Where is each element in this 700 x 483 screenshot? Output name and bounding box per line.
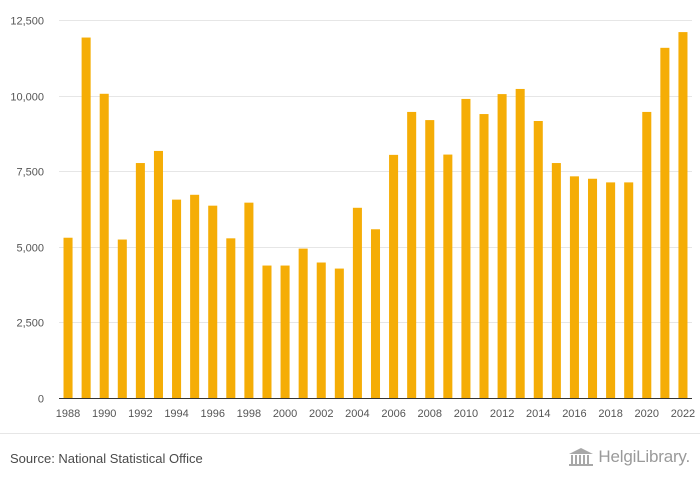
x-tick-label: 2004 bbox=[345, 408, 369, 420]
bar-2012 bbox=[497, 94, 507, 398]
bar-2014 bbox=[533, 121, 543, 398]
brand-name: HelgiLibrary. bbox=[598, 447, 690, 466]
bar-1992 bbox=[135, 163, 145, 398]
x-tick-label: 1988 bbox=[56, 408, 80, 420]
bar-2017 bbox=[588, 178, 598, 398]
bar-2013 bbox=[515, 88, 525, 398]
y-tick-label: 0 bbox=[38, 394, 44, 406]
bar-2000 bbox=[280, 265, 290, 398]
bar-2019 bbox=[624, 182, 634, 398]
bar-1990 bbox=[99, 93, 109, 398]
bar-1993 bbox=[153, 150, 163, 398]
y-tick-label: 10,000 bbox=[10, 92, 44, 104]
bar-2021 bbox=[660, 47, 670, 398]
bar-1995 bbox=[190, 194, 200, 398]
x-tick-label: 1994 bbox=[164, 408, 188, 420]
bar-1999 bbox=[262, 265, 272, 398]
x-tick-label: 2008 bbox=[418, 408, 442, 420]
bar-2020 bbox=[642, 111, 652, 399]
bar-2011 bbox=[479, 114, 489, 399]
bar-1989 bbox=[81, 37, 91, 398]
source-note: Source: National Statistical Office bbox=[10, 451, 203, 466]
x-tick-label: 2022 bbox=[671, 408, 695, 420]
y-tick-label: 7,500 bbox=[16, 167, 44, 179]
bars bbox=[63, 32, 688, 399]
bar-2008 bbox=[425, 120, 435, 398]
bar-2001 bbox=[298, 248, 308, 398]
bar-2005 bbox=[370, 229, 381, 398]
y-tick-label: 5,000 bbox=[16, 243, 44, 255]
bar-2022 bbox=[678, 32, 688, 398]
y-axis-labels: 0 2,500 5,000 7,500 10,000 12,500 bbox=[10, 16, 44, 406]
x-tick-label: 2006 bbox=[381, 408, 405, 420]
bar-1996 bbox=[208, 205, 218, 398]
bar-2002 bbox=[316, 262, 326, 398]
footer-divider bbox=[0, 433, 700, 434]
x-tick-label: 2010 bbox=[454, 408, 478, 420]
bar-chart: 0 2,500 5,000 7,500 10,000 12,500 1988 1990 199… bbox=[10, 16, 695, 421]
bar-2009 bbox=[443, 154, 453, 398]
library-building-icon bbox=[569, 448, 594, 466]
y-tick-label: 2,500 bbox=[16, 318, 44, 330]
bar-1998 bbox=[244, 202, 254, 398]
x-tick-label: 2018 bbox=[598, 408, 622, 420]
bar-2007 bbox=[407, 111, 417, 399]
x-tick-label: 2000 bbox=[273, 408, 297, 420]
y-tick-label: 12,500 bbox=[10, 16, 44, 28]
bar-1988 bbox=[63, 237, 73, 398]
bar-2006 bbox=[389, 154, 399, 398]
x-tick-label: 2020 bbox=[635, 408, 659, 420]
x-tick-label: 1992 bbox=[128, 408, 152, 420]
bar-2016 bbox=[569, 176, 579, 398]
x-axis-labels: 1988 1990 1992 1994 1996 1998 2000 2002 2004 2006… bbox=[56, 408, 695, 420]
chart-area: 0 2,500 5,000 7,500 10,000 12,500 1988 1990 199… bbox=[10, 16, 695, 421]
x-tick-label: 2012 bbox=[490, 408, 514, 420]
brand-logo: HelgiLibrary. bbox=[568, 447, 690, 467]
bar-1994 bbox=[172, 199, 182, 398]
bar-2015 bbox=[551, 163, 561, 398]
bar-2004 bbox=[352, 207, 362, 398]
x-tick-label: 1990 bbox=[92, 408, 116, 420]
bar-2003 bbox=[334, 268, 344, 398]
bar-2010 bbox=[461, 98, 471, 399]
bar-1991 bbox=[117, 239, 127, 398]
x-tick-label: 1996 bbox=[200, 408, 224, 420]
bar-2018 bbox=[606, 182, 616, 398]
x-tick-label: 2016 bbox=[562, 408, 586, 420]
x-tick-label: 2002 bbox=[309, 408, 333, 420]
x-tick-label: 1998 bbox=[237, 408, 261, 420]
bar-1997 bbox=[226, 238, 236, 398]
x-tick-label: 2014 bbox=[526, 408, 550, 420]
